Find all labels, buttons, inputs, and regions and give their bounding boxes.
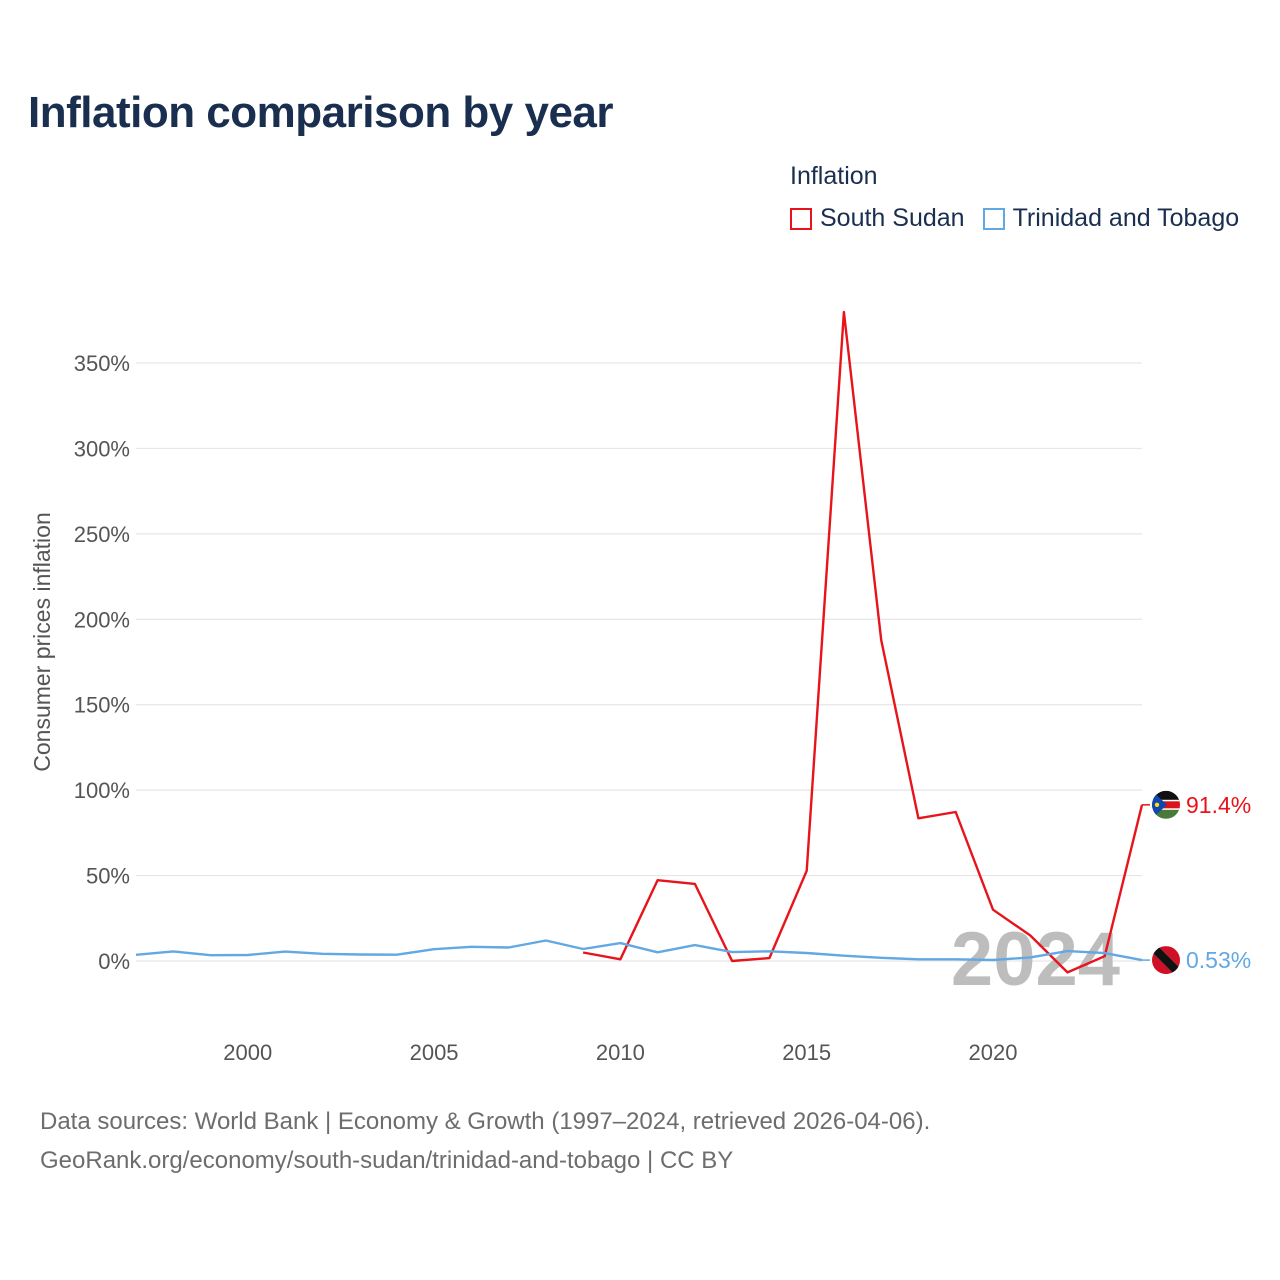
y-tick-label: 200% — [74, 607, 130, 632]
footer-sources: Data sources: World Bank | Economy & Gro… — [40, 1108, 931, 1135]
x-tick-label: 2005 — [410, 1040, 459, 1065]
x-tick-label: 2000 — [223, 1040, 272, 1065]
y-axis-label: Consumer prices inflation — [29, 512, 55, 772]
x-tick-label: 2015 — [782, 1040, 831, 1065]
y-tick-label: 250% — [74, 522, 130, 547]
series-line-south-sudan[interactable] — [582, 310, 1144, 974]
legend-item-trinidad-and-tobago[interactable]: Trinidad and Tobago — [982, 204, 1240, 233]
series-line-trinidad-and-tobago[interactable] — [135, 939, 1143, 962]
legend-item-south-sudan[interactable]: South Sudan — [790, 204, 965, 233]
series-lines: 91.4% 0.53% — [135, 310, 1251, 974]
page-title: Inflation comparison by year — [28, 88, 614, 137]
legend-title: Inflation — [790, 162, 878, 190]
x-tick-label: 2020 — [968, 1040, 1017, 1065]
legend-label-south-sudan: South Sudan — [820, 204, 965, 232]
south-sudan-flag-icon — [1152, 790, 1180, 819]
y-tick-label: 0% — [98, 949, 130, 974]
legend: South Sudan Trinidad and Tobago — [790, 204, 1257, 233]
x-tick-label: 2010 — [596, 1040, 645, 1065]
axes: 0% 50% 100% 150% 200% 250% 300% 350% 2000 2005 201… — [29, 351, 1017, 1065]
y-tick-label: 150% — [74, 693, 130, 718]
legend-swatch-south-sudan — [790, 207, 812, 230]
end-value-label-south-sudan: 91.4% — [1186, 792, 1251, 818]
y-tick-label: 300% — [74, 436, 130, 461]
y-tick-label: 50% — [86, 864, 130, 889]
gridlines — [136, 362, 1142, 962]
end-value-label-trinidad-and-tobago: 0.53% — [1186, 947, 1251, 973]
footer-link[interactable]: GeoRank.org/economy/south-sudan/trinidad… — [40, 1147, 734, 1174]
trinidad-and-tobago-flag-icon — [1152, 946, 1180, 975]
y-tick-label: 100% — [74, 778, 130, 803]
y-tick-label: 350% — [74, 351, 130, 376]
legend-label-trinidad-and-tobago: Trinidad and Tobago — [1012, 204, 1240, 232]
legend-swatch-trinidad-and-tobago — [982, 207, 1005, 230]
line-chart: 2024 91.4%0.53% 0%50%100%150%200%250%300… — [29, 310, 1251, 1065]
